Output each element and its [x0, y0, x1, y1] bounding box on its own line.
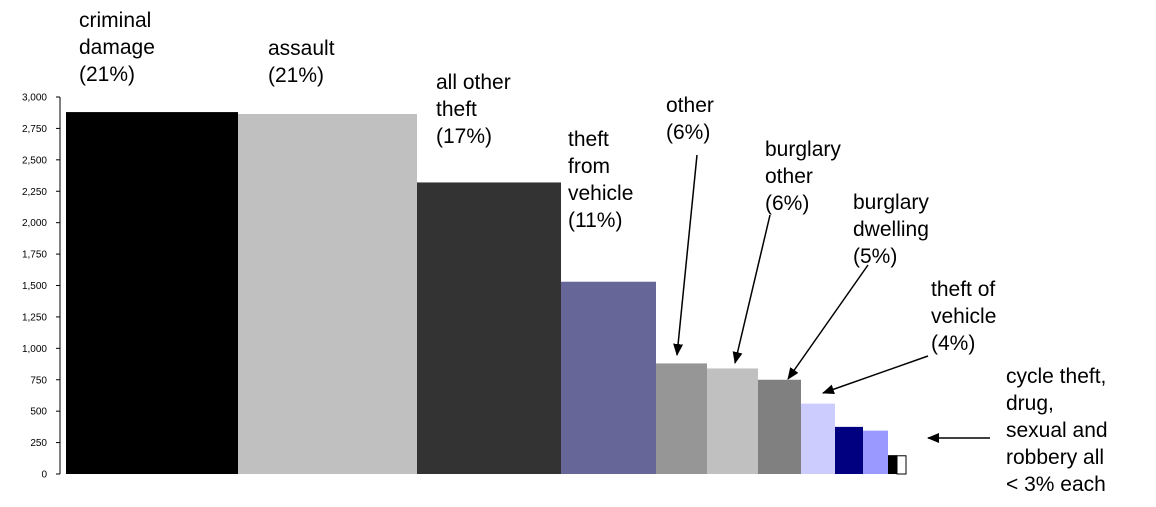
y-tick-label: 3,000 [22, 93, 47, 104]
bar-label-line: theft [568, 128, 609, 151]
note-line: < 3% each [1006, 473, 1106, 496]
annotation-arrows [673, 154, 990, 443]
y-tick-label: 1,250 [22, 312, 47, 323]
bar-label-line: vehicle [568, 182, 633, 205]
y-tick-label: 2,000 [22, 218, 47, 229]
bar-label-line: other [666, 94, 714, 117]
bar [801, 403, 835, 474]
y-tick-label: 2,750 [22, 124, 47, 135]
bar [417, 182, 561, 474]
bar-label-line: (17%) [436, 125, 492, 148]
bars [66, 112, 907, 475]
y-tick-label: 750 [30, 375, 47, 386]
bar-label-line: (11%) [568, 209, 622, 232]
y-tick-label: 1,000 [22, 344, 47, 355]
y-tick-label: 2,500 [22, 155, 47, 166]
bar-label: all other theft (17%) [436, 71, 511, 148]
bar [238, 113, 417, 474]
annotation-arrow [673, 154, 698, 356]
bar-label: burglary dwelling (5%) [853, 191, 929, 268]
y-tick-label: 0 [41, 470, 47, 481]
bar-label-line: (21%) [79, 63, 135, 86]
bar-label-line: vehicle [931, 305, 996, 328]
bar [896, 455, 907, 475]
y-axis: 0 250 500 750 1,000 1,250 1,500 1,750 2,000 2,250… [22, 93, 61, 481]
bar-label-line: dwelling [853, 218, 929, 241]
bar [758, 379, 801, 474]
bar-label: assault (21%) [268, 37, 335, 87]
bar-label-line: burglary [853, 191, 929, 214]
small-categories-note-text: cycle theft, drug, sexual and robbery all < … [1006, 365, 1108, 496]
annotation-arrow [822, 355, 929, 395]
bar-label: burglary other (6%) [765, 138, 841, 215]
bar-label-line: assault [268, 37, 335, 60]
bar-label-line: (5%) [853, 245, 897, 268]
bar-label-line: all other [436, 71, 511, 94]
bar-label-line: theft [436, 98, 477, 121]
note-line: cycle theft, [1006, 365, 1106, 388]
bar-label-line: damage [79, 36, 155, 59]
bar-label-line: (6%) [666, 121, 710, 144]
bar-label: criminal damage (21%) [79, 9, 155, 86]
bar-label-line: theft of [931, 278, 995, 301]
annotation-arrow [732, 214, 771, 364]
y-tick-label: 1,500 [22, 281, 47, 292]
y-tick-label: 1,750 [22, 250, 47, 261]
note-line: drug, [1006, 392, 1054, 415]
bar-label-line: criminal [79, 9, 151, 32]
bar-label: theft from vehicle (11%) [568, 128, 633, 232]
bar [707, 368, 758, 474]
bar [888, 455, 897, 474]
bar [863, 430, 888, 474]
bar-label-line: (4%) [931, 332, 975, 355]
annotation-arrow [787, 264, 869, 380]
small-categories-note: cycle theft, drug, sexual and robbery all < … [1006, 365, 1108, 496]
bar-label-line: (21%) [268, 64, 324, 87]
bar-label-line: from [568, 155, 610, 178]
bar-label: other (6%) [666, 94, 714, 144]
y-tick-label: 500 [30, 407, 47, 418]
bar-label: theft of vehicle (4%) [931, 278, 996, 355]
bar-label-line: burglary [765, 138, 841, 161]
y-tick-label: 250 [30, 438, 47, 449]
bar [835, 426, 863, 474]
note-line: robbery all [1006, 446, 1104, 469]
bar-label-line: (6%) [765, 192, 809, 215]
note-line: sexual and [1006, 419, 1108, 442]
y-tick-label: 2,250 [22, 187, 47, 198]
bar-label-line: other [765, 165, 813, 188]
bar [66, 112, 238, 474]
category-labels: criminal damage (21%) assault (21%) all other… [79, 9, 996, 355]
bar [656, 363, 707, 474]
bar [561, 281, 656, 474]
